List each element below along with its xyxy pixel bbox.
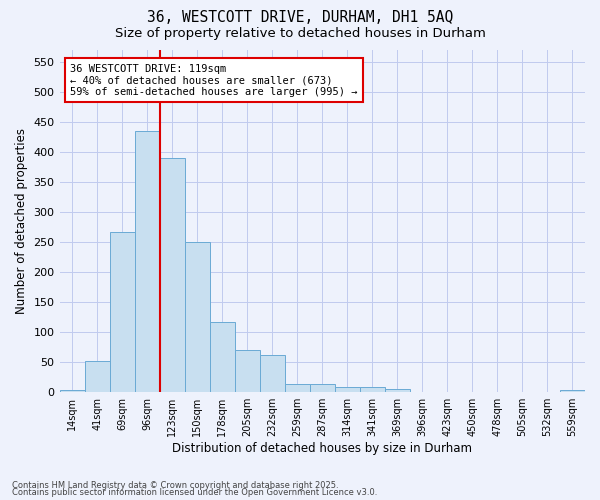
Bar — [310, 384, 335, 392]
Text: Contains HM Land Registry data © Crown copyright and database right 2025.: Contains HM Land Registry data © Crown c… — [12, 480, 338, 490]
Bar — [335, 387, 360, 392]
Text: Contains public sector information licensed under the Open Government Licence v3: Contains public sector information licen… — [12, 488, 377, 497]
Bar — [160, 158, 185, 392]
Bar — [285, 384, 310, 392]
Bar — [235, 350, 260, 392]
Bar — [385, 388, 410, 392]
Bar — [185, 242, 209, 392]
Bar — [560, 390, 585, 392]
Bar — [360, 388, 385, 392]
Bar — [110, 232, 134, 392]
Y-axis label: Number of detached properties: Number of detached properties — [15, 128, 28, 314]
Text: Size of property relative to detached houses in Durham: Size of property relative to detached ho… — [115, 28, 485, 40]
Text: 36, WESTCOTT DRIVE, DURHAM, DH1 5AQ: 36, WESTCOTT DRIVE, DURHAM, DH1 5AQ — [147, 10, 453, 25]
Bar — [209, 322, 235, 392]
Bar — [260, 355, 285, 392]
Bar — [85, 361, 110, 392]
Bar — [59, 390, 85, 392]
X-axis label: Distribution of detached houses by size in Durham: Distribution of detached houses by size … — [172, 442, 472, 455]
Text: 36 WESTCOTT DRIVE: 119sqm
← 40% of detached houses are smaller (673)
59% of semi: 36 WESTCOTT DRIVE: 119sqm ← 40% of detac… — [70, 64, 358, 97]
Bar — [134, 131, 160, 392]
